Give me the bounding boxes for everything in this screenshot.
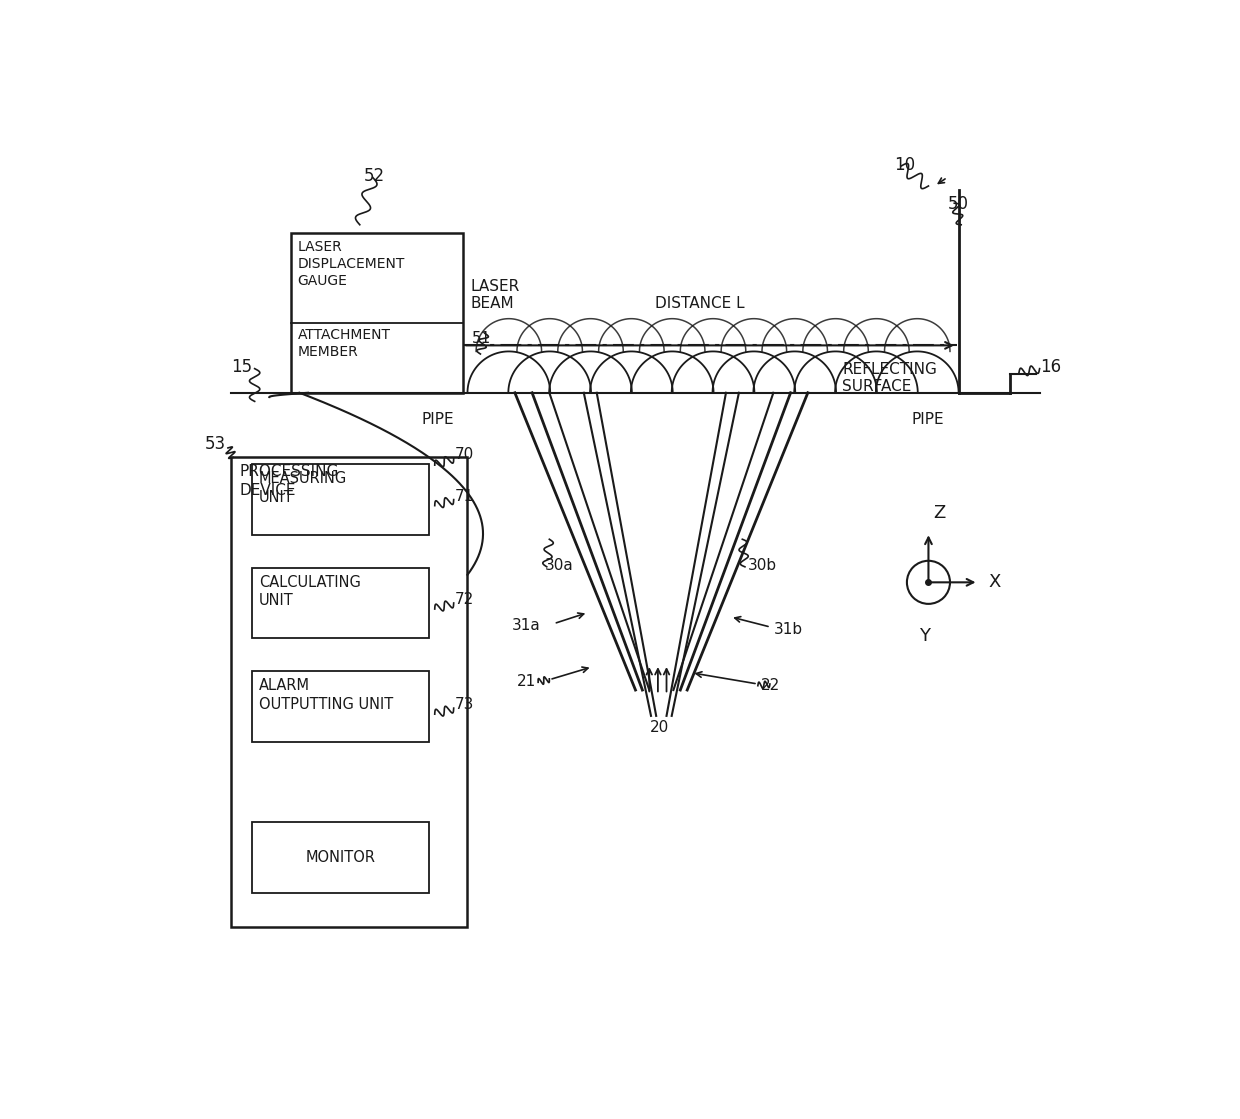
- Text: MONITOR: MONITOR: [305, 849, 376, 865]
- Text: PIPE: PIPE: [911, 412, 944, 426]
- Text: LASER
BEAM: LASER BEAM: [470, 279, 520, 311]
- Text: 73: 73: [455, 697, 474, 712]
- Text: 52: 52: [365, 167, 386, 185]
- Text: ATTACHMENT
MEMBER: ATTACHMENT MEMBER: [298, 328, 391, 358]
- Text: 16: 16: [1040, 358, 1061, 376]
- Text: 21: 21: [517, 674, 537, 689]
- Text: 15: 15: [231, 358, 252, 376]
- Text: 51: 51: [471, 331, 491, 346]
- Text: CALCULATING
UNIT: CALCULATING UNIT: [259, 574, 361, 608]
- Text: 70: 70: [455, 448, 474, 462]
- Bar: [252, 821, 429, 893]
- Bar: [231, 458, 467, 927]
- Text: ALARM
OUTPUTTING UNIT: ALARM OUTPUTTING UNIT: [259, 678, 393, 712]
- Text: PIPE: PIPE: [422, 412, 454, 426]
- Text: 30a: 30a: [546, 557, 574, 573]
- Text: 10: 10: [894, 156, 915, 173]
- Bar: [252, 671, 429, 742]
- Text: 72: 72: [455, 592, 474, 608]
- Text: Z: Z: [932, 504, 945, 521]
- Text: Y: Y: [919, 627, 930, 646]
- Text: 31b: 31b: [774, 622, 802, 637]
- Text: 22: 22: [760, 678, 780, 694]
- Text: PROCESSING
DEVICE: PROCESSING DEVICE: [239, 464, 339, 498]
- Text: 50: 50: [947, 195, 968, 213]
- Text: DISTANCE L: DISTANCE L: [655, 295, 745, 311]
- Text: 53: 53: [205, 435, 226, 453]
- Bar: [252, 567, 429, 638]
- Text: 20: 20: [650, 721, 670, 735]
- Bar: [291, 234, 464, 393]
- Text: 30b: 30b: [748, 557, 776, 573]
- Bar: [252, 464, 429, 535]
- Text: 71: 71: [455, 489, 474, 504]
- Text: MEASURING
UNIT: MEASURING UNIT: [259, 471, 347, 505]
- Text: 31a: 31a: [512, 618, 541, 633]
- Text: LASER
DISPLACEMENT
GAUGE: LASER DISPLACEMENT GAUGE: [298, 241, 405, 288]
- Text: X: X: [988, 573, 1001, 591]
- Text: REFLECTING
SURFACE: REFLECTING SURFACE: [842, 363, 937, 395]
